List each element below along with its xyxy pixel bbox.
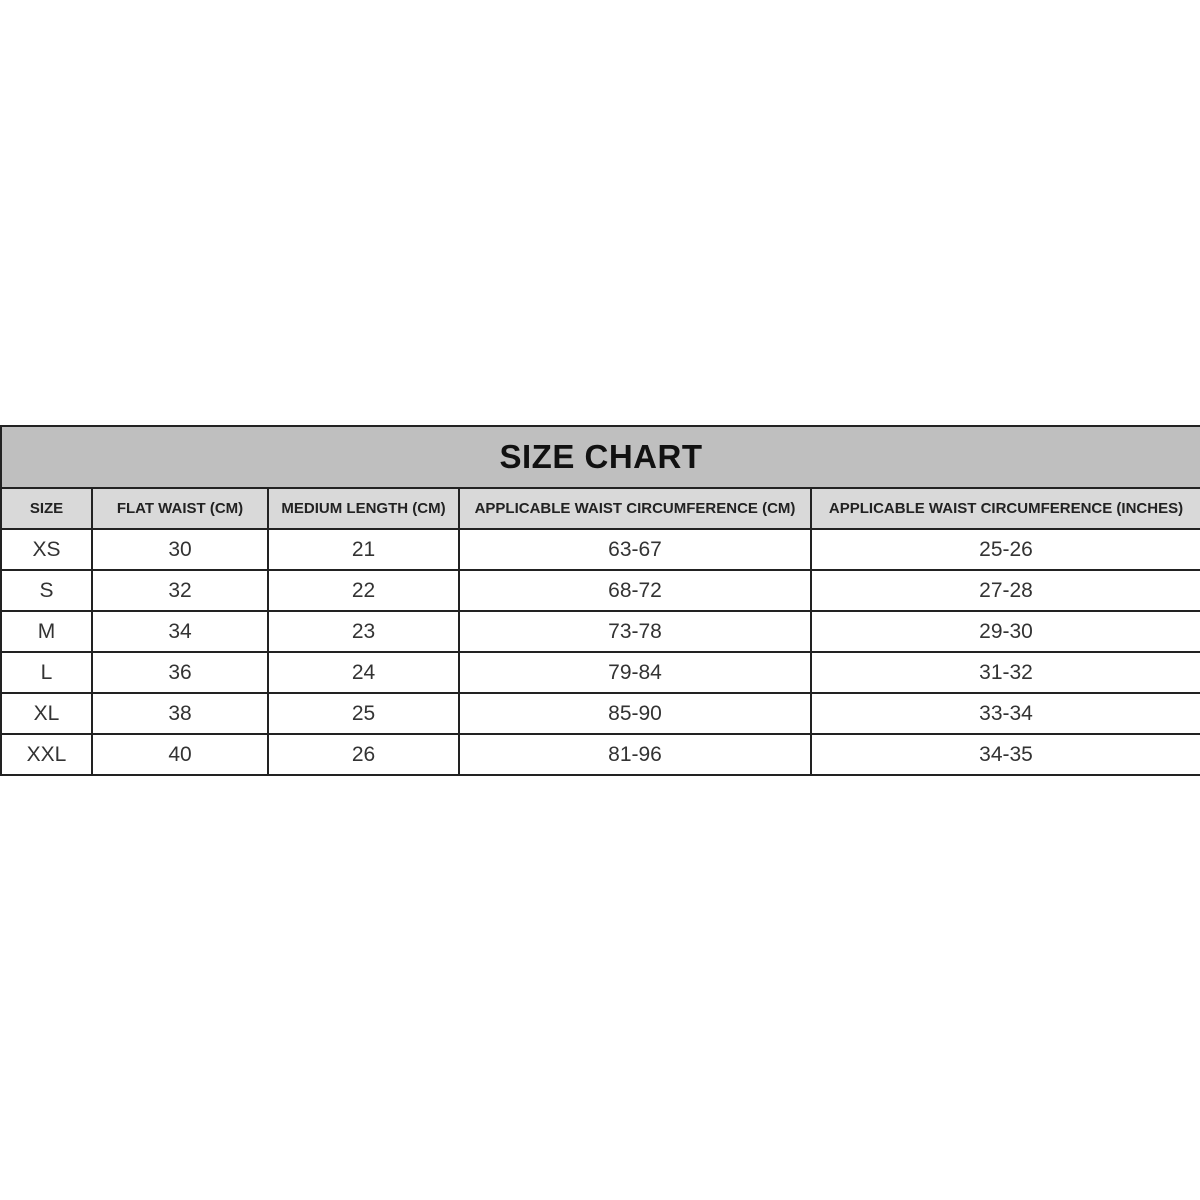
table-cell: 23 [267, 610, 460, 653]
table-row: L 36 24 79-84 31-32 [0, 651, 1200, 694]
column-header: APPLICABLE WAIST CIRCUMFERENCE (INCHES) [810, 487, 1200, 530]
table-cell: S [0, 569, 93, 612]
table-cell: 79-84 [458, 651, 812, 694]
table-cell: 26 [267, 733, 460, 776]
table-row: S 32 22 68-72 27-28 [0, 569, 1200, 612]
table-cell: 29-30 [810, 610, 1200, 653]
table-row: XS 30 21 63-67 25-26 [0, 528, 1200, 571]
table-cell: 33-34 [810, 692, 1200, 735]
table-cell: XL [0, 692, 93, 735]
table-row: M 34 23 73-78 29-30 [0, 610, 1200, 653]
table-cell: 34-35 [810, 733, 1200, 776]
table-cell: 24 [267, 651, 460, 694]
table-cell: 38 [91, 692, 269, 735]
header-row: SIZE FLAT WAIST (CM) MEDIUM LENGTH (CM) … [0, 487, 1200, 530]
table-cell: 25 [267, 692, 460, 735]
table-cell: 27-28 [810, 569, 1200, 612]
table-cell: M [0, 610, 93, 653]
table-cell: L [0, 651, 93, 694]
table-cell: 32 [91, 569, 269, 612]
table-cell: 30 [91, 528, 269, 571]
table-cell: 40 [91, 733, 269, 776]
column-header: SIZE [0, 487, 93, 530]
size-chart-table: SIZE CHART SIZE FLAT WAIST (CM) MEDIUM L… [0, 425, 1200, 776]
table-cell: XXL [0, 733, 93, 776]
column-header: FLAT WAIST (CM) [91, 487, 269, 530]
table-row: XL 38 25 85-90 33-34 [0, 692, 1200, 735]
column-header: MEDIUM LENGTH (CM) [267, 487, 460, 530]
table-cell: 34 [91, 610, 269, 653]
table-title: SIZE CHART [0, 425, 1200, 489]
table-cell: 25-26 [810, 528, 1200, 571]
table-cell: 36 [91, 651, 269, 694]
column-header: APPLICABLE WAIST CIRCUMFERENCE (CM) [458, 487, 812, 530]
table-cell: 68-72 [458, 569, 812, 612]
table-cell: 31-32 [810, 651, 1200, 694]
table-cell: 21 [267, 528, 460, 571]
table-cell: 85-90 [458, 692, 812, 735]
table-cell: XS [0, 528, 93, 571]
table-cell: 73-78 [458, 610, 812, 653]
table-cell: 22 [267, 569, 460, 612]
table-row: XXL 40 26 81-96 34-35 [0, 733, 1200, 776]
table-cell: 81-96 [458, 733, 812, 776]
table-cell: 63-67 [458, 528, 812, 571]
